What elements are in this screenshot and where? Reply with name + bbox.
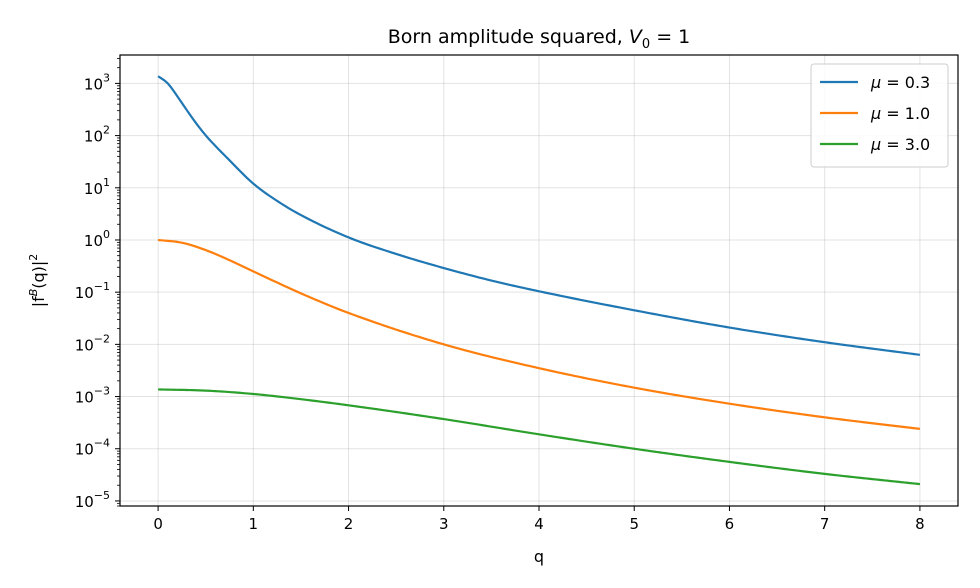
- x-tick-label: 0: [153, 515, 163, 533]
- legend-label: μ = 0.3: [870, 73, 930, 92]
- legend-box: [810, 63, 949, 168]
- y-tick-label: 10−3: [75, 385, 110, 407]
- x-tick-label: 2: [344, 515, 354, 533]
- legend-label: μ = 3.0: [870, 135, 930, 154]
- y-tick-label: 103: [84, 71, 110, 93]
- series-line: [157, 238, 921, 430]
- x-axis-label: q: [534, 547, 544, 566]
- x-tick-label: 4: [534, 515, 544, 533]
- y-tick-label: 10−5: [75, 489, 110, 511]
- series-line: [157, 75, 921, 356]
- chart-title: Born amplitude squared, V0 = 1: [388, 26, 691, 52]
- y-tick-label: 102: [84, 124, 110, 146]
- x-tick-label: 5: [629, 515, 639, 533]
- y-tick-label: 101: [84, 176, 110, 198]
- axis-ticks: 0 1 2 3 4 5 6 7 8 103 102 101 100 10−1 10−2 10−3 10−4 10−…: [75, 58, 925, 533]
- x-tick-label: 6: [725, 515, 735, 533]
- y-tick-label: 10−4: [75, 437, 110, 459]
- x-tick-label: 7: [820, 515, 830, 533]
- y-tick-label: 10−1: [75, 280, 110, 302]
- y-tick-label: 10−2: [75, 332, 110, 354]
- y-tick-label: 100: [84, 228, 110, 250]
- series-line: [158, 388, 921, 486]
- x-tick-label: 3: [439, 515, 449, 533]
- x-tick-label: 8: [915, 515, 925, 533]
- x-tick-label: 1: [249, 515, 259, 533]
- plot-lines: [157, 75, 921, 486]
- y-axis-label: |fB(q)|2: [27, 254, 48, 308]
- legend: μ = 0.3 μ = 1.0 μ = 3.0: [810, 63, 949, 168]
- legend-label: μ = 1.0: [870, 104, 930, 123]
